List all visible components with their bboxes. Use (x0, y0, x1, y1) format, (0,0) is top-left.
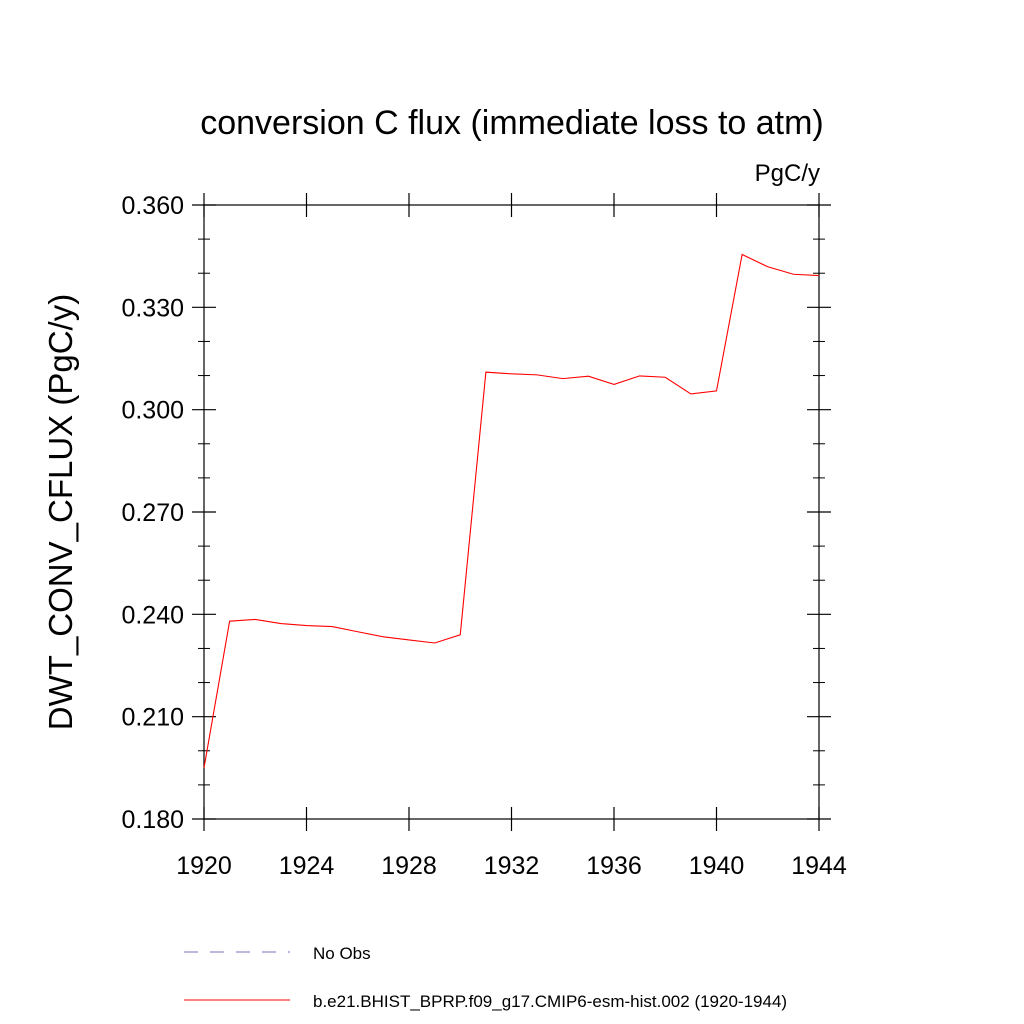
x-tick-label: 1932 (484, 852, 540, 880)
y-tick-label: 0.180 (121, 806, 184, 834)
chart-title: conversion C flux (immediate loss to atm… (200, 104, 824, 142)
y-tick-label: 0.270 (121, 499, 184, 527)
x-tick-label: 1936 (586, 852, 642, 880)
axis-tick-labels: 0.180 0.210 0.240 0.270 0.300 0.330 0.360 1920 1… (121, 192, 846, 880)
legend-label: b.e21.BHIST_BPRP.f09_g17.CMIP6-esm-hist.… (313, 992, 787, 1011)
axis-ticks (192, 193, 831, 831)
y-tick-label: 0.360 (121, 192, 184, 220)
x-tick-label: 1928 (381, 852, 437, 880)
plot-frame (203, 204, 820, 820)
units-label: PgC/y (755, 160, 820, 187)
y-tick-label: 0.210 (121, 704, 184, 732)
y-tick-label: 0.240 (121, 601, 184, 629)
y-tick-label: 0.330 (121, 294, 184, 322)
x-tick-label: 1924 (279, 852, 335, 880)
legend: No Obs b.e21.BHIST_BPRP.f09_g17.CMIP6-esm… (184, 944, 787, 1011)
y-axis-label: DWT_CONV_CFLUX (PgC/y) (42, 294, 79, 730)
legend-label: No Obs (313, 944, 371, 963)
series-line (203, 253, 820, 768)
x-tick-label: 1944 (791, 852, 847, 880)
series-group (203, 253, 820, 768)
y-tick-label: 0.300 (121, 397, 184, 425)
x-tick-label: 1940 (689, 852, 745, 880)
x-tick-label: 1920 (176, 852, 232, 880)
